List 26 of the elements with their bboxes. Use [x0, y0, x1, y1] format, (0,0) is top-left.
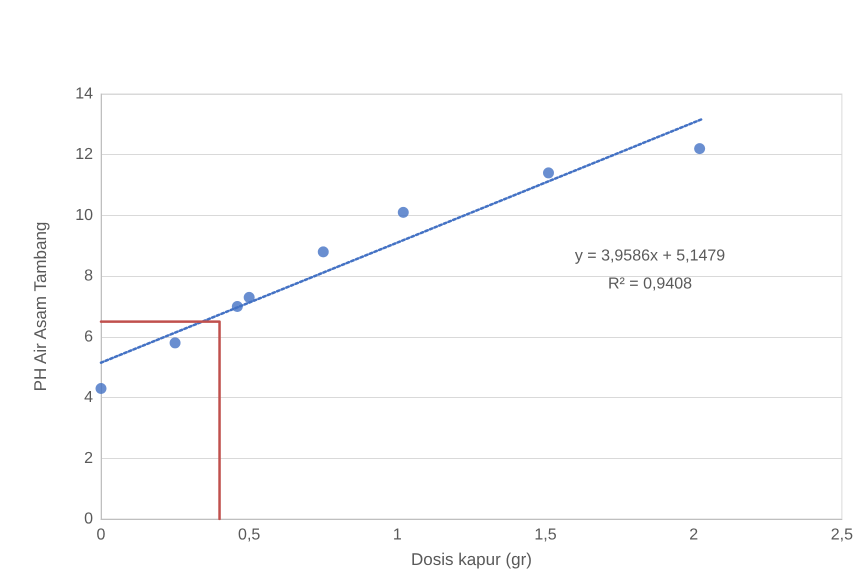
y-tick-label: 8 [84, 268, 94, 285]
y-tick-label: 14 [75, 86, 94, 102]
point [232, 301, 243, 312]
point [694, 143, 706, 154]
x-tick-label: 1 [392, 526, 402, 544]
x-tick-label: 0 [96, 526, 106, 544]
annotation: y = 3,9586x + 5,1479 [574, 248, 726, 264]
point [96, 382, 106, 394]
point [398, 206, 409, 218]
x-tick-label: 2,5 [830, 526, 854, 544]
y-tick-label: 2 [84, 450, 94, 467]
x-tick-label: 0,5 [238, 526, 260, 544]
y-tick-label: 4 [84, 389, 94, 406]
point [170, 337, 181, 348]
y-tick-label: 0 [84, 510, 94, 528]
y-axis-title: PH Air Asam Tambang [31, 222, 50, 392]
point [543, 167, 554, 178]
x-tick-label: 2 [689, 526, 698, 544]
x-axis-title: Dosis kapur (gr) [410, 550, 532, 569]
y-tick-label: 12 [75, 146, 94, 164]
y-tick-label: 6 [84, 328, 94, 346]
point [244, 292, 255, 303]
point [318, 246, 329, 258]
annotation: R² = 0,9408 [608, 276, 692, 292]
y-tick-label: 10 [75, 206, 94, 224]
x-tick-label: 1,5 [534, 526, 557, 544]
